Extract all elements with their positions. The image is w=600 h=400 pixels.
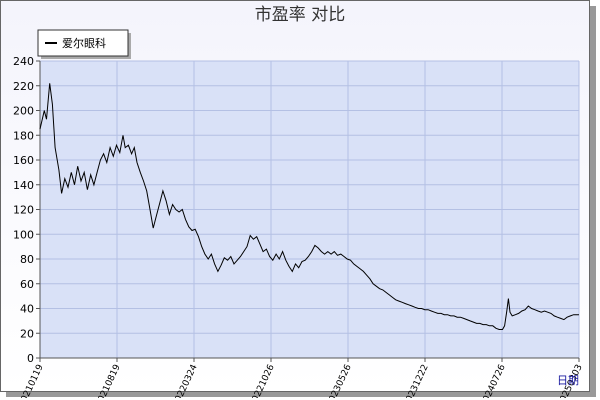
grid-lines xyxy=(40,60,580,358)
chart-shadow-bottom xyxy=(6,392,596,397)
y-tick-label: 220 xyxy=(13,80,34,93)
legend-label: 爱尔眼科 xyxy=(62,36,106,50)
y-tick-label: 20 xyxy=(20,327,34,340)
chart-title: 市盈率 对比 xyxy=(255,5,345,25)
y-tick-label: 40 xyxy=(20,303,34,316)
series-line xyxy=(39,83,579,330)
legend: 爱尔眼科 xyxy=(37,29,131,59)
y-tick-label: 180 xyxy=(13,129,34,142)
x-axis-label: 日期 xyxy=(557,374,579,387)
y-tick-label: 100 xyxy=(13,228,34,241)
y-tick-label: 200 xyxy=(13,105,34,118)
y-tick-label: 140 xyxy=(13,179,34,192)
y-tick-label: 60 xyxy=(20,278,34,291)
y-tick-label: 160 xyxy=(13,154,34,167)
chart-shadow-right xyxy=(590,6,596,396)
y-tick-label: 240 xyxy=(13,55,34,68)
y-tick-label: 120 xyxy=(13,204,34,217)
y-tick-label: 0 xyxy=(27,352,34,365)
y-axis: 0 20 40 60 80 100 120 140 160 180 200 220 240 xyxy=(13,55,40,365)
y-tick-label: 80 xyxy=(20,253,34,266)
